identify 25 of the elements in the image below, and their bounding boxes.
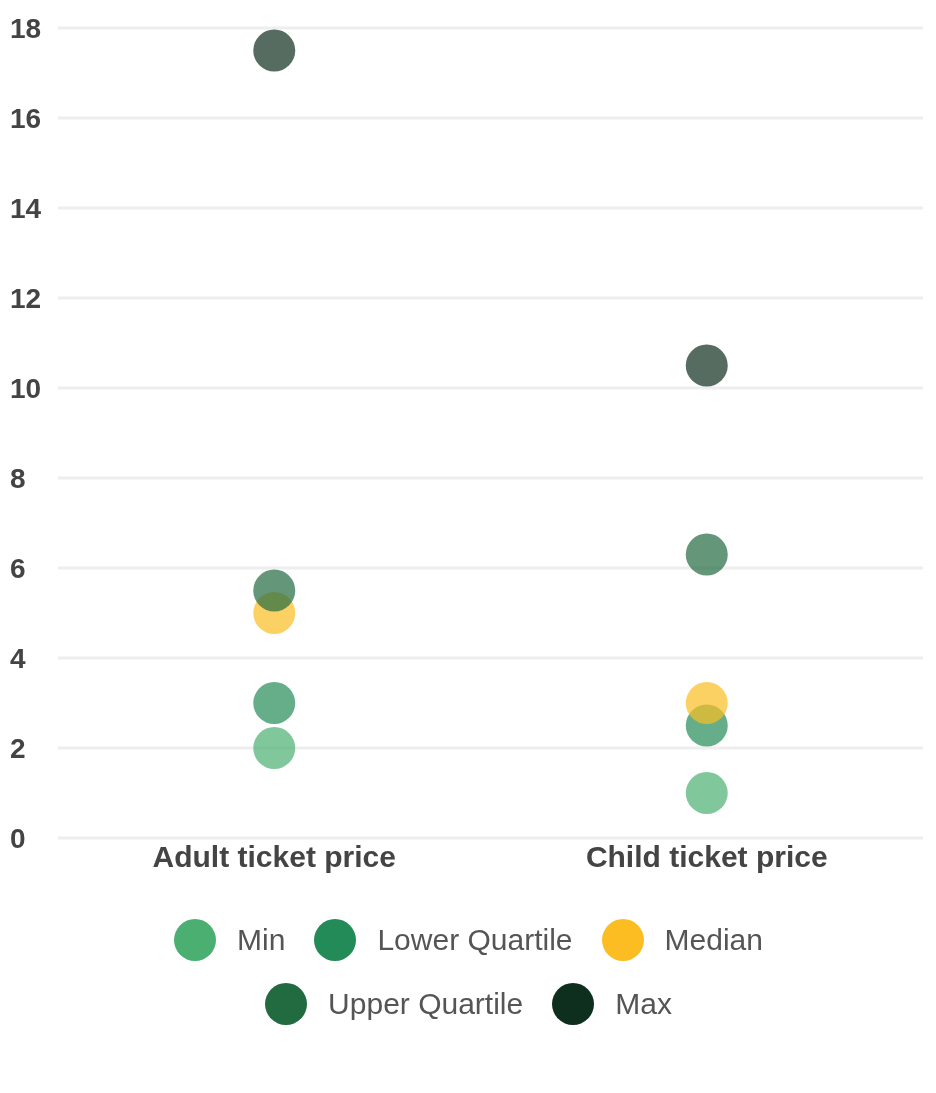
x-tick-label: Adult ticket price <box>152 840 396 874</box>
legend-label: Lower Quartile <box>377 923 573 957</box>
y-tick-label: 6 <box>10 552 26 584</box>
y-tick-label: 12 <box>10 282 42 314</box>
point <box>253 569 296 612</box>
point <box>253 29 296 72</box>
y-tick-label: 18 <box>10 12 42 44</box>
legend-label: Median <box>664 923 763 957</box>
legend-label: Min <box>237 923 286 957</box>
y-tick-label: 10 <box>10 372 42 404</box>
y-tick-label: 14 <box>10 192 42 224</box>
point <box>253 682 296 724</box>
point <box>685 344 728 387</box>
point <box>685 682 728 724</box>
y-tick-label: 2 <box>10 732 26 764</box>
y-tick-label: 16 <box>10 102 42 134</box>
y-tick-label: 4 <box>10 642 26 674</box>
y-tick-label: 8 <box>10 462 26 494</box>
point <box>685 772 728 814</box>
legend-label: Max <box>615 987 672 1021</box>
point <box>253 727 296 769</box>
point <box>685 533 728 576</box>
x-tick-label: Child ticket price <box>585 840 828 874</box>
legend-label: Upper Quartile <box>328 987 524 1021</box>
y-tick-label: 0 <box>10 822 26 854</box>
